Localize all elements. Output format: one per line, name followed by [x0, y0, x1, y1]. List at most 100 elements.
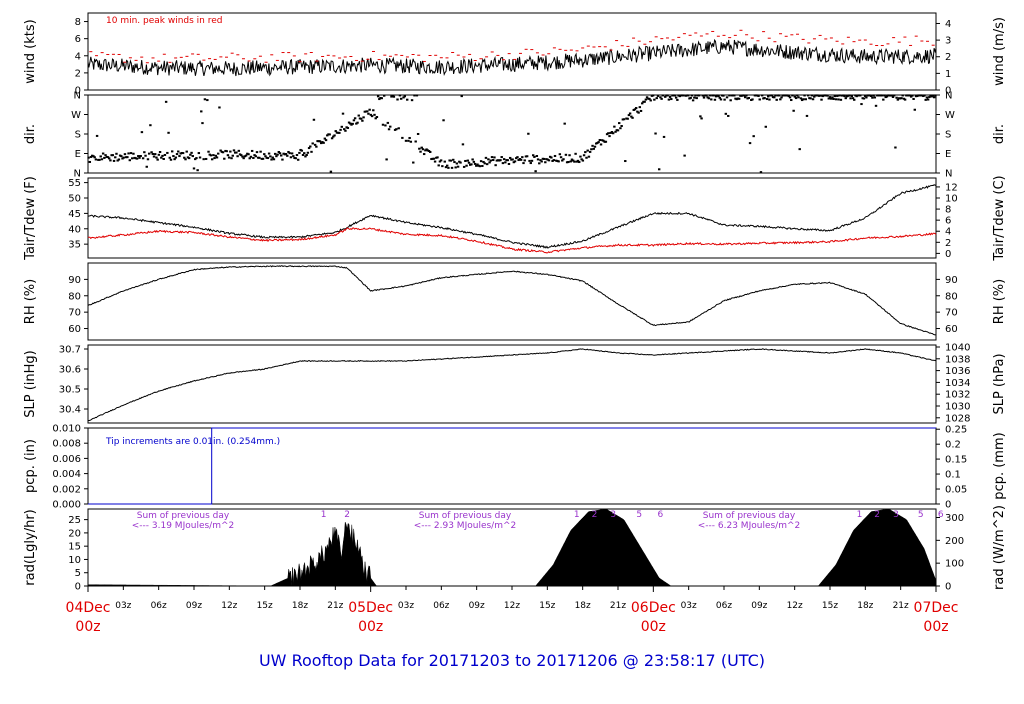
dir-point [416, 132, 420, 135]
dir-point [862, 97, 866, 100]
dir-rtick-label: S [945, 130, 951, 141]
dir-point [273, 152, 277, 155]
dir-point [487, 158, 490, 161]
dir-point [195, 157, 198, 160]
dir-point [924, 98, 927, 101]
dir-point [803, 94, 806, 97]
dir-point [637, 111, 640, 114]
pcp-line-0 [88, 427, 936, 505]
dir-point [330, 137, 334, 140]
dir-point [725, 96, 729, 99]
dir-point [909, 95, 913, 98]
dir-point [656, 94, 660, 97]
dir-point [723, 98, 726, 101]
dir-point [557, 160, 560, 163]
dir-point [666, 94, 669, 97]
dir-point [724, 112, 728, 115]
dir-point [871, 96, 874, 99]
dir-point [525, 155, 529, 158]
slp-rtick-label: 1032 [945, 390, 970, 401]
dir-point [255, 151, 259, 154]
dir-point [347, 121, 351, 124]
dir-point [459, 161, 462, 164]
pcp-ytick-label: 0.008 [52, 439, 81, 450]
rad-hour-mark: 3 [610, 510, 616, 520]
dir-point [673, 94, 677, 97]
dir-point [532, 154, 535, 157]
dir-point [403, 95, 406, 98]
dir-point [278, 152, 282, 155]
dir-point [541, 157, 545, 160]
temp-rtick-label: 10 [945, 194, 958, 205]
dir-point [780, 96, 783, 99]
x-tick-label: 03z [115, 601, 131, 611]
dir-point [552, 159, 555, 162]
dir-point [914, 95, 918, 98]
dir-point [461, 143, 465, 146]
x-tick-label: 12z [221, 601, 237, 611]
dir-point [785, 94, 788, 97]
dir-point [215, 156, 219, 159]
dir-point [667, 98, 671, 101]
dir-point [479, 160, 483, 163]
dir-point [717, 95, 720, 98]
dir-point [510, 158, 513, 161]
dir-point [438, 160, 442, 163]
slp-ytick-label: 30.4 [59, 405, 81, 416]
dir-point [87, 156, 90, 159]
dir-point [266, 157, 270, 160]
dir-point [573, 160, 576, 163]
dir-point [553, 154, 557, 157]
dir-point [498, 159, 501, 162]
dir-point [570, 158, 574, 161]
dir-point [481, 164, 484, 167]
dir-point [831, 96, 834, 99]
rad-ytick-label: 20 [68, 528, 81, 539]
dir-point [712, 94, 715, 97]
pcp-ytick-label: 0.004 [52, 469, 81, 480]
dir-point [382, 94, 386, 97]
dir-point [139, 155, 142, 158]
dir-point [839, 98, 843, 101]
dir-point [149, 124, 152, 127]
dir-point [816, 94, 820, 97]
dir-point [98, 158, 101, 161]
dir-point [144, 154, 147, 157]
dir-point [179, 152, 182, 155]
dir-point [482, 160, 485, 163]
dir-point [456, 165, 460, 168]
rh-ytick-label: 80 [68, 291, 81, 302]
dir-point [435, 156, 438, 159]
dir-point [790, 99, 793, 102]
dir-point [890, 94, 893, 97]
dir-point [699, 115, 702, 118]
dir-point [329, 170, 333, 173]
dir-point [529, 162, 532, 165]
rad-hour-mark: 3 [893, 510, 899, 520]
dir-point [364, 110, 368, 113]
dir-point [131, 157, 134, 160]
dir-point [899, 97, 902, 100]
dir-point [469, 163, 472, 166]
dir-point [436, 156, 439, 159]
dir-point [169, 158, 173, 161]
dir-point [522, 162, 525, 165]
dir-point [310, 150, 313, 153]
dir-point [161, 154, 164, 157]
dir-point [683, 154, 686, 157]
dir-point [823, 94, 827, 97]
dir-point [711, 94, 714, 97]
dir-point [911, 94, 914, 97]
dir-point [609, 131, 612, 134]
dir-point [739, 94, 742, 97]
dir-point [156, 158, 159, 161]
dir-point [343, 128, 346, 131]
dir-point [304, 155, 307, 158]
dir-point [638, 106, 642, 109]
dir-point [240, 154, 243, 157]
dir-point [374, 117, 377, 120]
dir-point [769, 94, 772, 97]
dir-point [512, 161, 516, 164]
x-tick-label: 09z [469, 601, 485, 611]
dir-point [859, 94, 862, 97]
